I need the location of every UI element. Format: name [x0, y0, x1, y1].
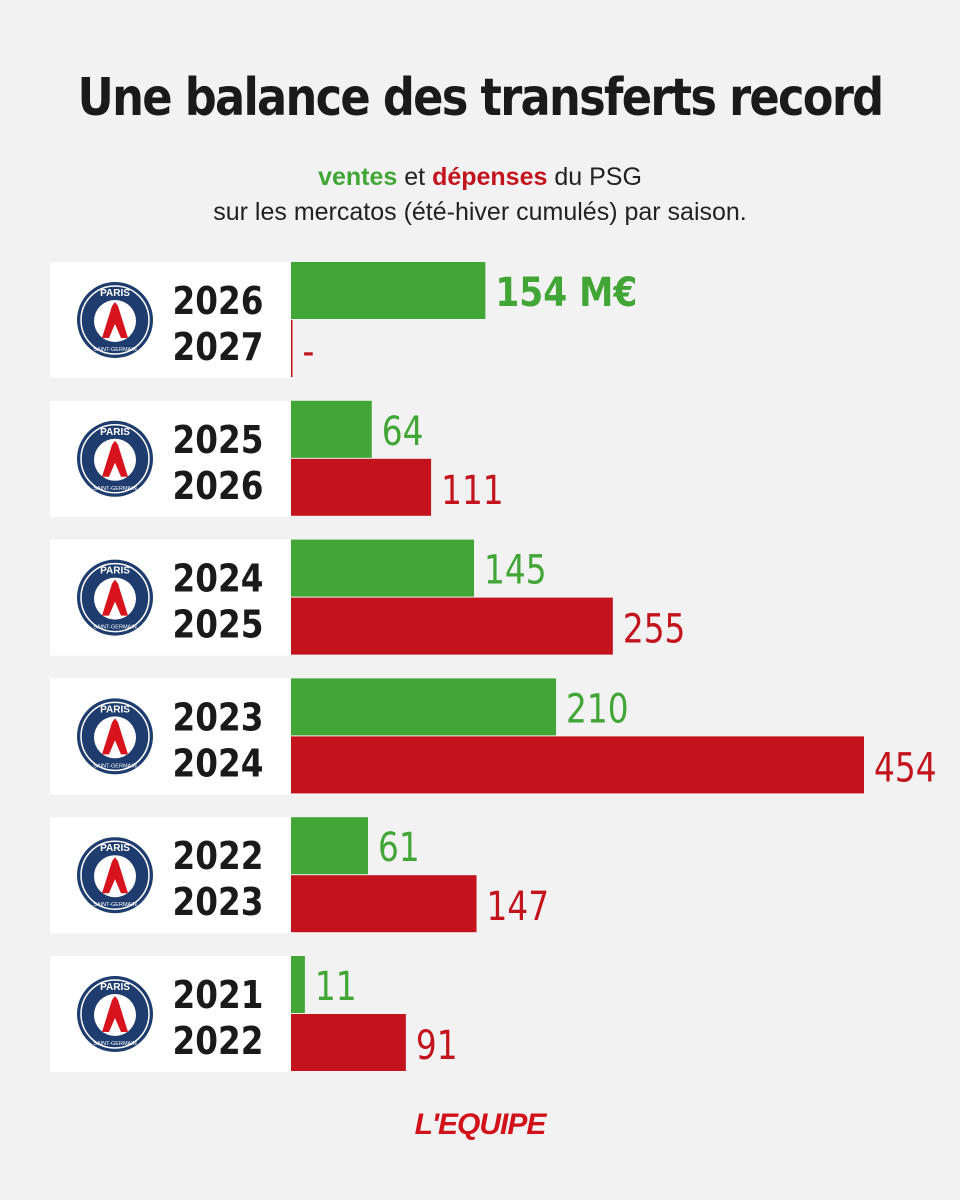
bar-depenses: [291, 1014, 406, 1071]
bar-ventes: [291, 678, 557, 736]
season-end-year: 2026: [173, 464, 264, 508]
psg-crest-top-text: PARIS: [100, 566, 130, 577]
season-start-year: 2021: [173, 974, 264, 1018]
season-end-year: 2024: [173, 742, 264, 786]
value-label-depenses: 147: [487, 883, 550, 930]
subtitle-and: et: [404, 163, 426, 191]
psg-crest-top-text: PARIS: [100, 982, 130, 993]
psg-crest-icon: PARIS SAINT-GERMAIN: [77, 698, 153, 775]
value-label-ventes: 64: [382, 408, 424, 455]
chart-title: Une balance des transferts record: [77, 68, 885, 128]
psg-crest-bottom-text: SAINT-GERMAIN: [93, 625, 136, 631]
subtitle-club: du PSG: [554, 163, 642, 191]
season-end-year: 2022: [173, 1020, 264, 1064]
value-label-depenses: 454: [874, 744, 937, 791]
value-label-depenses: 111: [441, 467, 504, 514]
value-label-depenses: 255: [623, 605, 686, 652]
season-start-year: 2023: [173, 696, 264, 740]
value-label-depenses: -: [303, 328, 315, 375]
psg-crest-top-text: PARIS: [100, 843, 130, 854]
season-end-year: 2025: [173, 603, 264, 647]
psg-crest-icon: PARIS SAINT-GERMAIN: [77, 559, 153, 636]
value-label-ventes: 61: [378, 824, 420, 871]
bar-depenses: [291, 320, 293, 377]
psg-crest-bottom-text: SAINT-GERMAIN: [93, 902, 136, 908]
psg-crest-icon: PARIS SAINT-GERMAIN: [77, 420, 153, 497]
psg-crest-bottom-text: SAINT-GERMAIN: [93, 763, 136, 769]
bar-ventes: [291, 539, 475, 597]
psg-crest-bottom-text: SAINT-GERMAIN: [93, 347, 136, 353]
value-label-ventes: 11: [315, 963, 357, 1010]
bar-depenses: [291, 875, 477, 933]
value-label-ventes: 145: [484, 546, 547, 593]
season-start-year: 2025: [173, 418, 264, 462]
chart-subtitle: ventes et dépenses du PSG sur les mercat…: [0, 160, 960, 230]
bar-ventes: [291, 262, 486, 319]
season-start-year: 2022: [173, 835, 264, 879]
bar-depenses: [291, 736, 864, 794]
bar-ventes: [291, 956, 305, 1013]
bar-depenses: [291, 458, 432, 516]
bar-ventes: [291, 817, 368, 875]
bar-ventes: [291, 400, 372, 458]
lequipe-logo: L'EQUIPE: [414, 1108, 547, 1141]
psg-crest-icon: PARIS SAINT-GERMAIN: [77, 976, 153, 1052]
psg-crest-icon: PARIS SAINT-GERMAIN: [77, 837, 153, 914]
season-end-year: 2027: [173, 326, 264, 370]
psg-crest-top-text: PARIS: [100, 704, 130, 715]
value-label-depenses: 91: [416, 1022, 458, 1069]
value-label-ventes: 154 M€: [495, 268, 637, 315]
legend-ventes: ventes: [318, 163, 398, 191]
season-start-year: 2024: [173, 557, 264, 601]
legend-depenses: dépenses: [432, 163, 548, 191]
value-label-ventes: 210: [566, 685, 629, 732]
psg-crest-top-text: PARIS: [100, 427, 130, 438]
bar-depenses: [291, 597, 613, 655]
psg-crest-bottom-text: SAINT-GERMAIN: [93, 1041, 136, 1047]
season-end-year: 2023: [173, 881, 264, 925]
season-start-year: 2026: [173, 280, 264, 324]
psg-crest-top-text: PARIS: [100, 288, 130, 299]
psg-crest-icon: PARIS SAINT-GERMAIN: [77, 282, 153, 358]
psg-crest-bottom-text: SAINT-GERMAIN: [93, 486, 136, 492]
subtitle-line2: sur les mercatos (été-hiver cumulés) par…: [213, 198, 747, 226]
